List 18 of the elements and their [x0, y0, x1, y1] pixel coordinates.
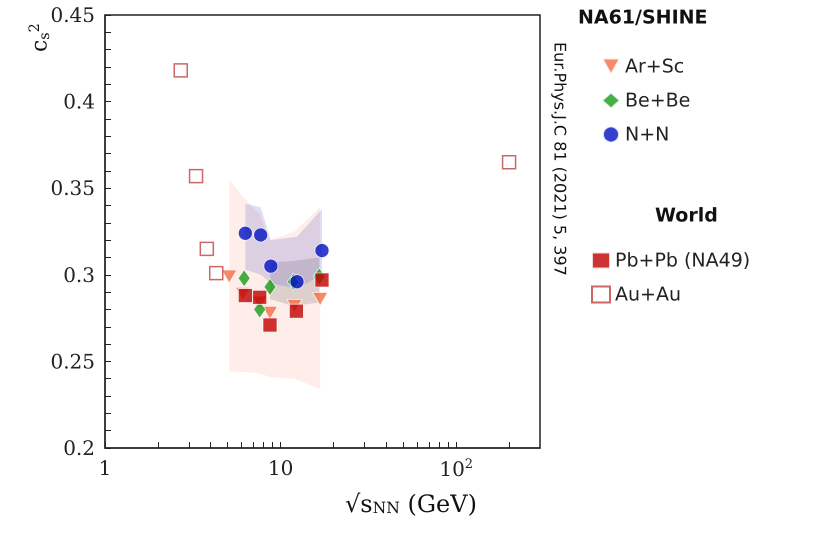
legend-label: N+N [625, 124, 670, 146]
y-axis-title: cs2 [27, 23, 53, 52]
legend-label: Au+Au [615, 284, 681, 306]
y-tick-label: 0.45 [50, 3, 95, 27]
legend-title: NA61/SHINE [578, 6, 708, 28]
x-tick-label: 1 [98, 456, 112, 480]
text: Eur.Phys.J.C 81 (2021) 5, 397 [550, 42, 570, 276]
y-tick-label: 0.3 [63, 262, 95, 287]
x-axis-title: √sNN (GeV) [345, 490, 477, 518]
legend-label: Ar+Sc [625, 56, 684, 78]
text: World [655, 204, 718, 226]
y-tick-label: 0.35 [50, 176, 95, 200]
y-tick-label: 0.2 [63, 436, 95, 460]
legend-label: Be+Be [625, 90, 690, 112]
y-tick-label: 0.4 [63, 90, 95, 114]
legend-label: Pb+Pb (NA49) [615, 250, 750, 272]
y-tick-label: 0.25 [50, 349, 95, 374]
x-tick-label: 10 [268, 456, 294, 480]
